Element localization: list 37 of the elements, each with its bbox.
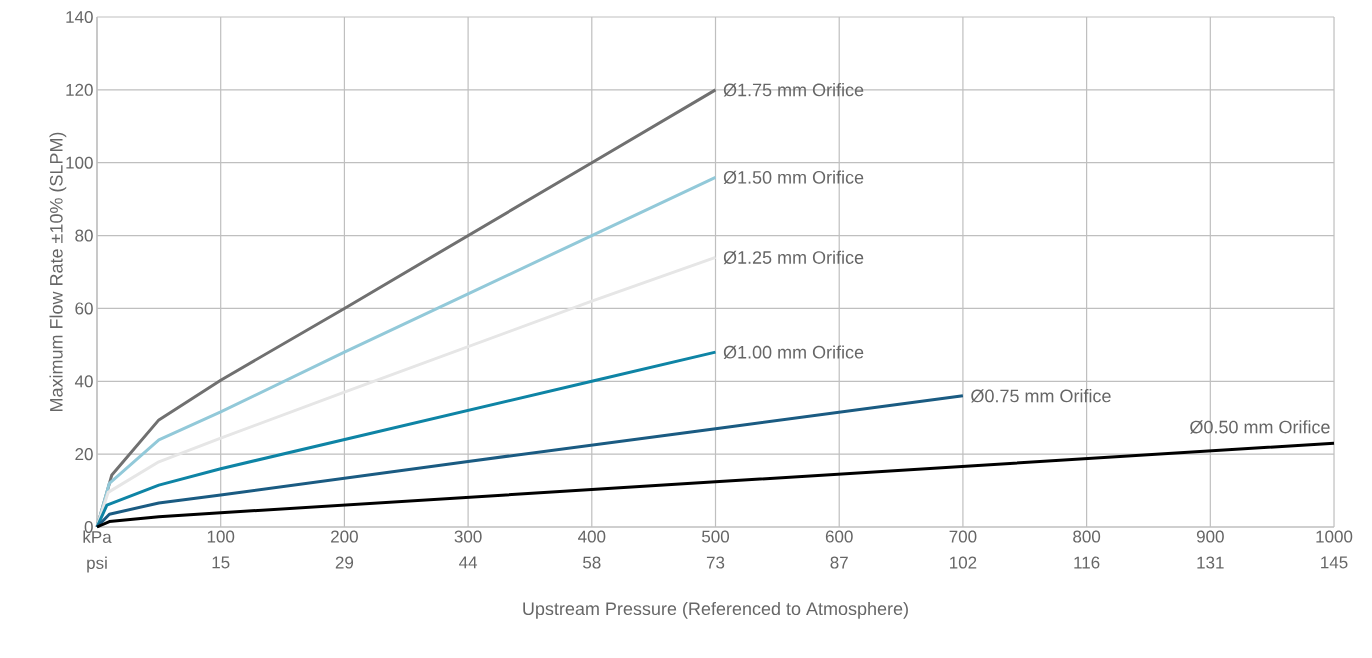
x-tick-label: 1000 [1316, 530, 1353, 543]
x2-tick-label: 29 [335, 556, 354, 569]
x2-tick-label: 15 [212, 556, 230, 569]
x-tick-label: 800 [1073, 530, 1101, 543]
x2-tick-label: 87 [830, 556, 848, 569]
x-tick-label: 600 [825, 530, 853, 543]
x2-tick-label: 58 [583, 556, 601, 569]
x2-tick-label: 116 [1074, 556, 1100, 569]
x-tick-label: 100 [207, 530, 235, 543]
x-tick-label: 700 [949, 530, 977, 543]
y-axis-title: Maximum Flow Rate ±10% (SLPM) [49, 132, 67, 411]
x-tick-label: 900 [1196, 530, 1224, 543]
x2-tick-label: psi [87, 556, 107, 573]
series-label: Ø1.75 mm Orifice [723, 83, 864, 97]
y-tick-label: 20 [75, 448, 93, 461]
x2-tick-label: 44 [459, 556, 478, 569]
x-tick-label: 500 [702, 530, 730, 543]
x2-tick-label: 102 [950, 556, 977, 569]
series-label: Ø1.50 mm Orifice [723, 170, 864, 185]
series-label: Ø1.25 mm Orifice [723, 250, 864, 265]
series-label: Ø0.75 mm Orifice [971, 389, 1111, 403]
y-tick-label: 100 [66, 156, 93, 169]
y-tick-label: 60 [75, 302, 93, 315]
x2-tick-label: 145 [1321, 556, 1348, 569]
x-tick-label: 300 [454, 530, 482, 543]
x-tick-label: 400 [578, 530, 606, 543]
x2-tick-label: 131 [1197, 556, 1224, 569]
y-tick-label: 140 [66, 10, 93, 24]
y-tick-label: 120 [66, 83, 93, 96]
series-label: Ø0.50 mm Orifice [1190, 420, 1330, 434]
x-axis-title: Upstream Pressure (Referenced to Atmosphere) [523, 601, 908, 619]
series-label: Ø1.00 mm Orifice [723, 345, 864, 359]
y-tick-label: 40 [74, 375, 93, 388]
x2-tick-label: 73 [706, 556, 725, 569]
x-tick-label: 200 [331, 530, 358, 543]
y-tick-label: 80 [75, 229, 93, 242]
line-series [95, 394, 965, 529]
